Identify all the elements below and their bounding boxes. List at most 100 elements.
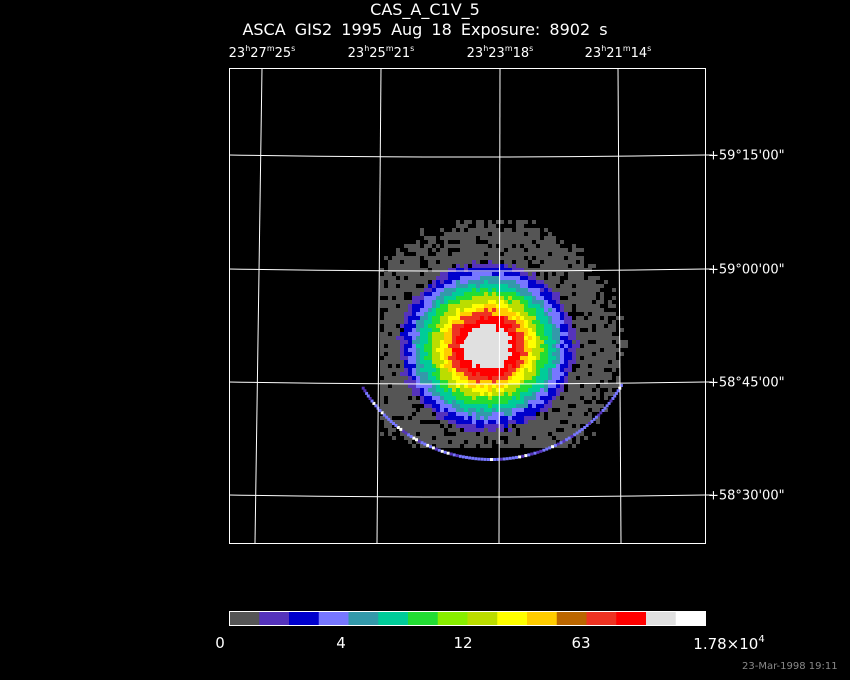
image-pixel (456, 380, 460, 384)
image-pixel (528, 336, 532, 340)
image-pixel (584, 356, 588, 360)
image-pixel (572, 372, 576, 376)
detector-rim (382, 413, 386, 417)
image-pixel (428, 384, 432, 388)
image-pixel (424, 372, 428, 376)
image-pixel (484, 320, 488, 324)
image-pixel (520, 408, 524, 412)
image-pixel (564, 432, 568, 436)
image-pixel (496, 320, 500, 324)
image-pixel (560, 376, 564, 380)
image-pixel (388, 264, 392, 268)
image-pixel (480, 368, 484, 372)
image-pixel (396, 260, 400, 264)
image-pixel (508, 252, 512, 256)
image-pixel (540, 300, 544, 304)
ra-label: 23h27m25s (228, 44, 296, 61)
image-pixel (508, 228, 512, 232)
image-pixel (536, 360, 540, 364)
image-pixel (472, 380, 476, 384)
image-pixel (420, 372, 424, 376)
image-pixel (480, 420, 484, 424)
image-pixel (400, 332, 404, 336)
image-pixel (512, 416, 516, 420)
image-pixel (500, 432, 504, 436)
image-pixel (524, 408, 528, 412)
image-pixel (488, 292, 492, 296)
image-pixel (412, 384, 416, 388)
image-pixel (508, 424, 512, 428)
image-pixel (440, 280, 444, 284)
image-pixel (380, 300, 384, 304)
image-pixel (436, 436, 440, 440)
image-pixel (476, 292, 480, 296)
image-pixel (456, 352, 460, 356)
image-pixel (404, 428, 408, 432)
image-pixel (408, 380, 412, 384)
ra-gridline (617, 67, 622, 544)
image-pixel (424, 408, 428, 412)
image-pixel (568, 272, 572, 276)
image-pixel (488, 240, 492, 244)
image-pixel (420, 312, 424, 316)
image-pixel (432, 256, 436, 260)
detector-rim (616, 389, 620, 393)
image-pixel (536, 440, 540, 444)
image-pixel (556, 388, 560, 392)
detector-rim (392, 422, 395, 425)
image-pixel (452, 444, 456, 448)
image-pixel (456, 396, 460, 400)
image-pixel (568, 392, 572, 396)
image-pixel (596, 324, 600, 328)
image-pixel (572, 348, 576, 352)
image-pixel (544, 348, 548, 352)
image-pixel (452, 236, 456, 240)
image-pixel (420, 400, 424, 404)
image-pixel (616, 316, 620, 320)
image-pixel (500, 336, 504, 340)
image-pixel (432, 312, 436, 316)
image-pixel (476, 400, 480, 404)
image-pixel (548, 232, 552, 236)
image-pixel (448, 264, 452, 268)
image-pixel (424, 280, 428, 284)
detector-rim (471, 456, 475, 460)
image-pixel (564, 356, 568, 360)
image-pixel (576, 368, 580, 372)
image-pixel (408, 352, 412, 356)
coordinate-grid (228, 67, 706, 544)
image-pixel (452, 308, 456, 312)
image-pixel (548, 364, 552, 368)
image-pixel (444, 252, 448, 256)
image-pixel (508, 396, 512, 400)
image-pixel (512, 444, 516, 448)
image-pixel (436, 388, 440, 392)
image-pixel (440, 320, 444, 324)
image-pixel (564, 440, 568, 444)
image-pixel (512, 272, 516, 276)
image-pixel (552, 392, 556, 396)
image-pixel (592, 384, 596, 388)
image-pixel (420, 288, 424, 292)
image-pixel (424, 416, 428, 420)
image-pixel (480, 288, 484, 292)
image-pixel (520, 220, 524, 224)
image-pixel (428, 396, 432, 400)
image-pixel (572, 264, 576, 268)
image-pixel (528, 360, 532, 364)
image-pixel (448, 288, 452, 292)
image-pixel (536, 312, 540, 316)
image-pixel (564, 352, 568, 356)
image-pixel (424, 292, 428, 296)
image-pixel (488, 256, 492, 260)
image-pixel (536, 284, 540, 288)
image-pixel (436, 268, 440, 272)
image-pixel (524, 336, 528, 340)
image-pixel (432, 248, 436, 252)
dec-label: +59°15'00" (708, 148, 785, 164)
image-pixel (516, 304, 520, 308)
image-pixel (500, 276, 504, 280)
image-pixel (544, 292, 548, 296)
image-pixel (456, 280, 460, 284)
image-pixel (588, 300, 592, 304)
